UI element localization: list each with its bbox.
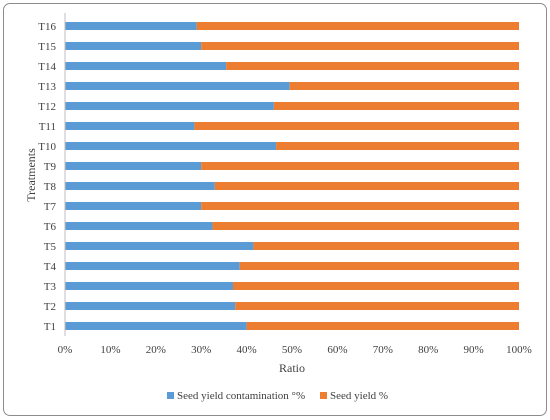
y-tick-label-t16: T16 [38,21,56,33]
bar-t15-seed-yield [201,42,519,50]
bar-t11-contamination [65,122,195,130]
bar-t3-contamination [65,282,233,290]
y-axis-title: Treatments [24,148,38,202]
bar-t14-seed-yield [226,62,520,70]
bar-t1-contamination [65,322,247,330]
y-tick-label-t1: T1 [44,321,56,333]
x-tick-label-100: 100% [506,344,532,356]
bar-t13-contamination [65,82,290,90]
legend-swatch-seed-yield [320,392,327,399]
x-tick-label-70: 70% [373,344,393,356]
bar-t11-seed-yield [194,122,519,130]
bar-t6-seed-yield [212,222,520,230]
bar-t5-seed-yield [253,242,519,250]
x-tick-label-0: 0% [58,344,73,356]
y-tick-label-t12: T12 [38,101,56,113]
y-tick-label-t7: T7 [44,201,57,213]
bar-t12-seed-yield [273,102,519,110]
y-tick-label-t3: T3 [44,281,57,293]
y-tick-label-t13: T13 [38,81,56,93]
legend-label-seed-yield: Seed yield % [330,390,388,402]
bar-t8-seed-yield [214,182,519,190]
y-tick-label-t2: T2 [44,301,56,313]
bar-t7-seed-yield [201,202,519,210]
bar-t13-seed-yield [289,82,519,90]
bar-t14-contamination [65,62,227,70]
x-tick-label-10: 10% [100,344,120,356]
y-tick-label-t6: T6 [44,221,57,233]
x-axis-title: Ratio [279,361,305,375]
y-tick-label-t15: T15 [38,41,56,53]
y-tick-label-t5: T5 [44,241,57,253]
legend-label-contamination: Seed yield contamination °% [177,390,305,402]
legend-swatch-contamination [167,392,174,399]
bar-t12-contamination [65,102,274,110]
y-tick-label-t10: T10 [38,141,56,153]
x-tick-label-40: 40% [237,344,257,356]
bar-t4-contamination [65,262,240,270]
legend: Seed yield contamination °% Seed yield % [167,390,388,402]
bar-t2-contamination [65,302,236,310]
y-tick-label-t11: T11 [39,121,56,133]
bar-t1-seed-yield [246,322,519,330]
bar-t3-seed-yield [232,282,520,290]
y-tick-label-t4: T4 [44,261,57,273]
bar-t16-seed-yield [196,22,519,30]
bar-t16-contamination [65,22,197,30]
bar-t15-contamination [65,42,202,50]
bars-group [65,22,520,330]
x-tick-label-80: 80% [418,344,438,356]
x-tick-label-60: 60% [327,344,347,356]
bar-t4-seed-yield [239,262,520,270]
bar-t2-seed-yield [235,302,519,310]
bar-t8-contamination [65,182,215,190]
x-tick-labels: 0% 10% 20% 30% 40% 50% 60% 70% 80% 90% 100% [58,344,532,356]
x-tick-label-50: 50% [282,344,302,356]
bar-t9-seed-yield [201,162,519,170]
bar-t6-contamination [65,222,213,230]
y-tick-labels: T1 T2 T3 T4 T5 T6 T7 T8 T9 T10 T11 T12 T13 T14 T15 T16 [38,21,56,333]
x-tick-label-90: 90% [464,344,484,356]
bar-t5-contamination [65,242,254,250]
y-tick-label-t14: T14 [38,61,56,73]
x-tick-label-30: 30% [191,344,211,356]
bar-t10-seed-yield [276,142,519,150]
x-tick-label-20: 20% [146,344,166,356]
bar-t7-contamination [65,202,202,210]
bar-t10-contamination [65,142,277,150]
bar-t9-contamination [65,162,202,170]
y-tick-label-t9: T9 [44,161,57,173]
y-tick-label-t8: T8 [44,181,57,193]
